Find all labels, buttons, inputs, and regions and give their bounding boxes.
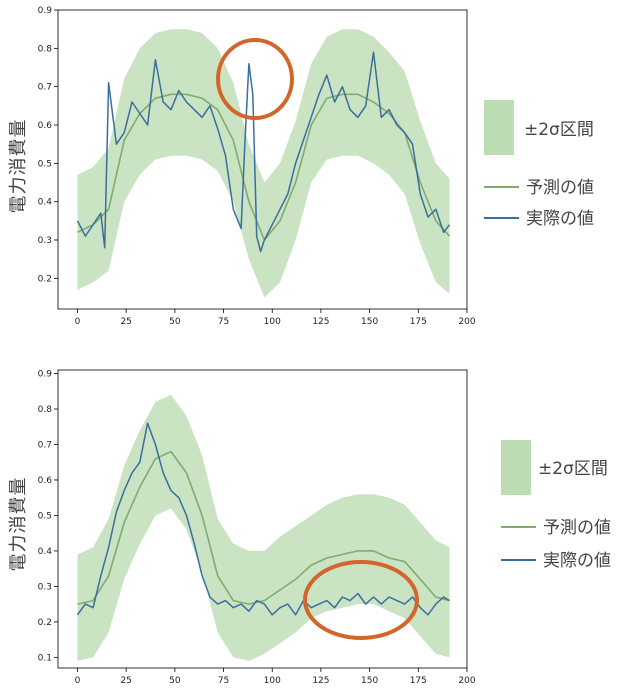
x-tick-label: 50 <box>169 676 181 686</box>
y-tick-label: 0.2 <box>38 618 52 628</box>
confidence-band <box>77 394 450 661</box>
x-tick-label: 75 <box>218 317 229 327</box>
y-tick-label: 0.5 <box>38 159 52 169</box>
legend: ±2σ区間 予測の値 実際の値 <box>501 440 611 571</box>
legend: ±2σ区間 予測の値 実際の値 <box>484 100 594 229</box>
x-tick-label: 100 <box>264 676 281 686</box>
y-tick-label: 0.4 <box>38 198 53 208</box>
legend-band-swatch <box>501 440 531 495</box>
x-tick-label: 50 <box>169 317 181 327</box>
chart-top: 0 25 50 75 100 125 150 175 200 0.2 0.3 0.4 0.5 0.6 0.7… <box>8 6 594 327</box>
x-tick-label: 150 <box>361 317 378 327</box>
x-tick-label: 25 <box>120 676 131 686</box>
chart-bottom: 0 25 50 75 100 125 150 175 200 0.1 0.2 0.3 0.4 0.5 0.6… <box>8 370 611 686</box>
legend-actual-label: 実際の値 <box>526 209 594 229</box>
highlight-circle <box>303 560 419 640</box>
y-tick-label: 0.8 <box>38 44 53 54</box>
y-axis-label: 電力消費量 <box>8 119 29 214</box>
y-tick-label: 0.9 <box>38 370 53 380</box>
legend-predicted-label: 予測の値 <box>543 518 611 538</box>
y-tick-label: 0.9 <box>38 6 53 16</box>
x-tick-label: 200 <box>458 317 475 327</box>
y-tick-label: 0.3 <box>38 582 52 592</box>
x-tick-label: 125 <box>312 317 329 327</box>
x-tick-label: 0 <box>75 317 81 327</box>
highlight-circle <box>216 38 294 120</box>
legend-predicted-label: 予測の値 <box>526 178 594 198</box>
actual-line <box>76 422 450 616</box>
plot-frame <box>57 369 468 669</box>
plot-frame <box>57 9 468 310</box>
y-tick-label: 0.1 <box>38 653 52 663</box>
actual-line <box>76 51 451 253</box>
legend-band-label: ±2σ区間 <box>524 120 594 140</box>
x-tick-label: 100 <box>264 317 281 327</box>
x-tick-label: 0 <box>75 676 81 686</box>
y-tick-label: 0.6 <box>38 121 53 131</box>
y-tick-label: 0.3 <box>38 236 52 246</box>
x-tick-label: 25 <box>120 317 131 327</box>
x-tick-label: 125 <box>312 676 329 686</box>
confidence-band <box>77 29 450 298</box>
x-tick-label: 150 <box>361 676 378 686</box>
x-tick-label: 175 <box>410 317 427 327</box>
x-tick-label: 75 <box>218 676 229 686</box>
y-tick-label: 0.2 <box>38 274 52 284</box>
y-tick-label: 0.7 <box>38 441 52 451</box>
y-axis-label: 電力消費量 <box>8 477 29 572</box>
y-tick-label: 0.7 <box>38 83 52 93</box>
y-tick-label: 0.4 <box>38 547 53 557</box>
y-tick-label: 0.6 <box>38 476 53 486</box>
legend-band-swatch <box>484 100 514 155</box>
legend-band-label: ±2σ区間 <box>538 459 608 479</box>
x-tick-label: 200 <box>458 676 475 686</box>
x-tick-label: 175 <box>410 676 427 686</box>
legend-actual-label: 実際の値 <box>543 551 611 571</box>
y-tick-label: 0.5 <box>38 511 52 521</box>
predicted-line <box>77 450 450 605</box>
y-tick-label: 0.8 <box>38 405 53 415</box>
